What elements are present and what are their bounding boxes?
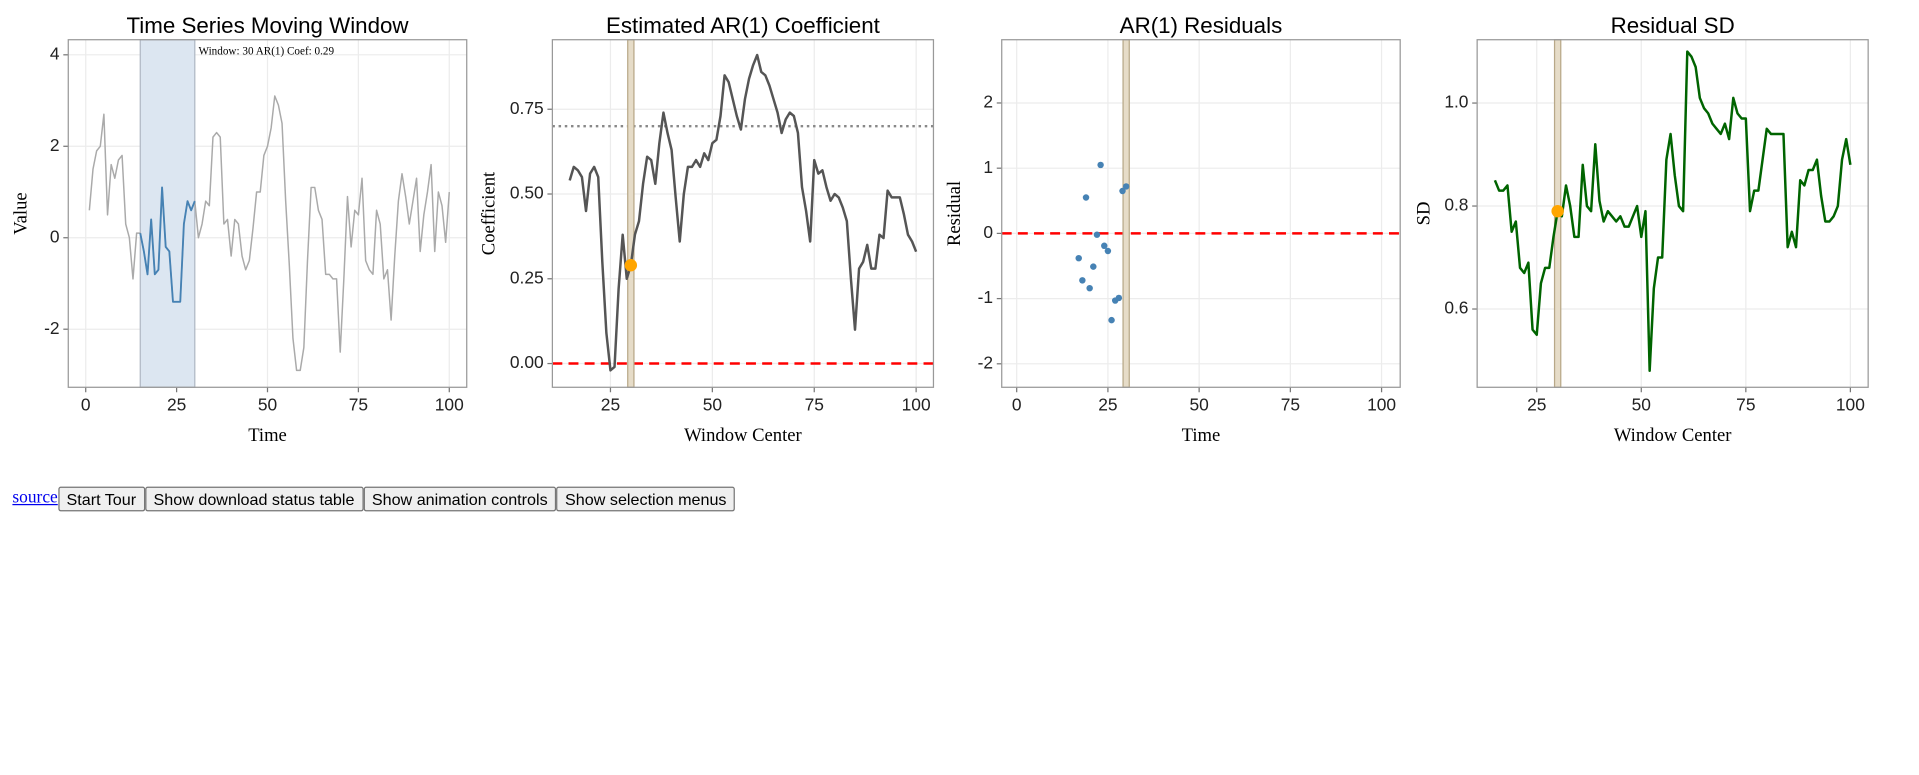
data-point: [1115, 294, 1123, 302]
y-axis-label: SD: [1413, 202, 1434, 226]
x-tick-label: 75: [1281, 394, 1300, 414]
x-tick-label: 100: [1367, 394, 1396, 414]
y-axis-label: Coefficient: [479, 171, 500, 255]
x-tick-label: 75: [1736, 394, 1755, 414]
data-point: [1104, 247, 1112, 255]
button[interactable]: Start Tour: [57, 486, 145, 512]
y-axis-label: Residual: [944, 181, 965, 246]
y-tick-label: 0.75: [510, 98, 544, 118]
y-axis-label: Value: [11, 192, 32, 234]
selection-band: [1122, 39, 1130, 388]
x-tick-label: 75: [349, 394, 368, 414]
panel: Estimated AR(1) Coefficient Window Center…: [479, 13, 935, 446]
y-tick-label: 1.0: [1444, 92, 1468, 112]
y-tick-label: 2: [50, 135, 60, 155]
data-point: [1086, 284, 1093, 292]
y-tick-label: 0: [983, 222, 993, 242]
data-point: [1079, 277, 1086, 284]
y-tick-label: 0.8: [1444, 195, 1468, 215]
x-tick-label: 25: [1098, 394, 1117, 414]
plot-background: [1001, 39, 1401, 388]
x-tick-label: 100: [435, 394, 464, 414]
x-tick-label: 50: [703, 394, 722, 414]
x-tick-label: 50: [1632, 394, 1651, 414]
y-tick-label: -2: [978, 352, 993, 372]
button[interactable]: Show selection menus: [556, 486, 736, 512]
chart-title: Estimated AR(1) Coefficient: [606, 13, 881, 38]
button[interactable]: Show animation controls: [363, 486, 557, 512]
x-axis-label: Window Center: [684, 425, 802, 446]
y-tick-label: 0.50: [510, 183, 544, 203]
x-tick-label: 25: [167, 394, 186, 414]
data-line: [568, 53, 918, 372]
source-link[interactable]: source: [12, 489, 58, 508]
data-point: [1093, 231, 1101, 238]
x-tick-label: 100: [902, 394, 931, 414]
data-point: [1097, 161, 1104, 169]
chart-title: AR(1) Residuals: [1120, 13, 1283, 38]
selected-point: [624, 259, 638, 272]
plot-border: [1001, 39, 1401, 388]
panel: Time Series Moving Window Time Value 0 25 50 7…: [11, 13, 468, 446]
data-point: [1108, 316, 1115, 324]
plot-border: [551, 39, 935, 388]
x-tick-label: 0: [81, 394, 91, 414]
plot-background: [552, 39, 934, 388]
y-tick-label: 0.25: [510, 267, 544, 287]
x-tick-label: 0: [1012, 394, 1022, 414]
x-tick-label: 50: [1189, 394, 1208, 414]
plot-border: [1476, 39, 1869, 388]
plot-background: [1477, 39, 1869, 388]
window-line: [139, 186, 196, 303]
y-tick-label: 0: [50, 226, 60, 246]
x-tick-label: 50: [258, 394, 277, 414]
button[interactable]: Show download status table: [144, 486, 364, 512]
chart-title: Time Series Moving Window: [126, 13, 409, 38]
y-tick-label: -2: [44, 318, 59, 338]
window-highlight: [139, 39, 196, 388]
x-tick-label: 75: [805, 394, 824, 414]
data-point: [1122, 183, 1130, 190]
y-tick-label: 0.00: [510, 352, 544, 372]
x-tick-label: 25: [1527, 394, 1546, 414]
y-tick-label: 1: [983, 157, 993, 177]
data-point: [1101, 242, 1108, 250]
controls: source Start Tour Show download status t…: [12, 486, 736, 512]
data-point: [1075, 254, 1082, 262]
data-point: [1090, 263, 1097, 270]
x-tick-label: 100: [1836, 394, 1865, 414]
y-tick-label: -1: [978, 287, 993, 307]
x-axis-label: Time: [248, 425, 287, 446]
data-point: [1119, 187, 1126, 195]
data-point: [1082, 194, 1090, 201]
y-tick-label: 2: [983, 92, 993, 112]
y-tick-label: 0.6: [1444, 298, 1468, 318]
annotation: Window: 30 AR(1) Coef: 0.29: [199, 46, 335, 58]
chart-title: Residual SD: [1611, 13, 1735, 38]
y-tick-label: 4: [50, 43, 60, 63]
x-axis-label: Time: [1182, 425, 1221, 446]
selected-point: [1551, 204, 1564, 218]
plots: Time Series Moving Window Time Value 0 25 50 7…: [11, 13, 1869, 446]
selection-band: [627, 39, 635, 388]
plot-border: [67, 39, 468, 388]
panel: AR(1) Residuals Time Residual 0 25 50 75 100 -2 -…: [944, 13, 1401, 446]
x-tick-label: 25: [601, 394, 620, 414]
x-axis-label: Window Center: [1614, 425, 1732, 446]
panel: Residual SD Window Center SD 25 50 75 100 0.6 0.…: [1413, 13, 1869, 446]
data-line: [1493, 50, 1852, 373]
